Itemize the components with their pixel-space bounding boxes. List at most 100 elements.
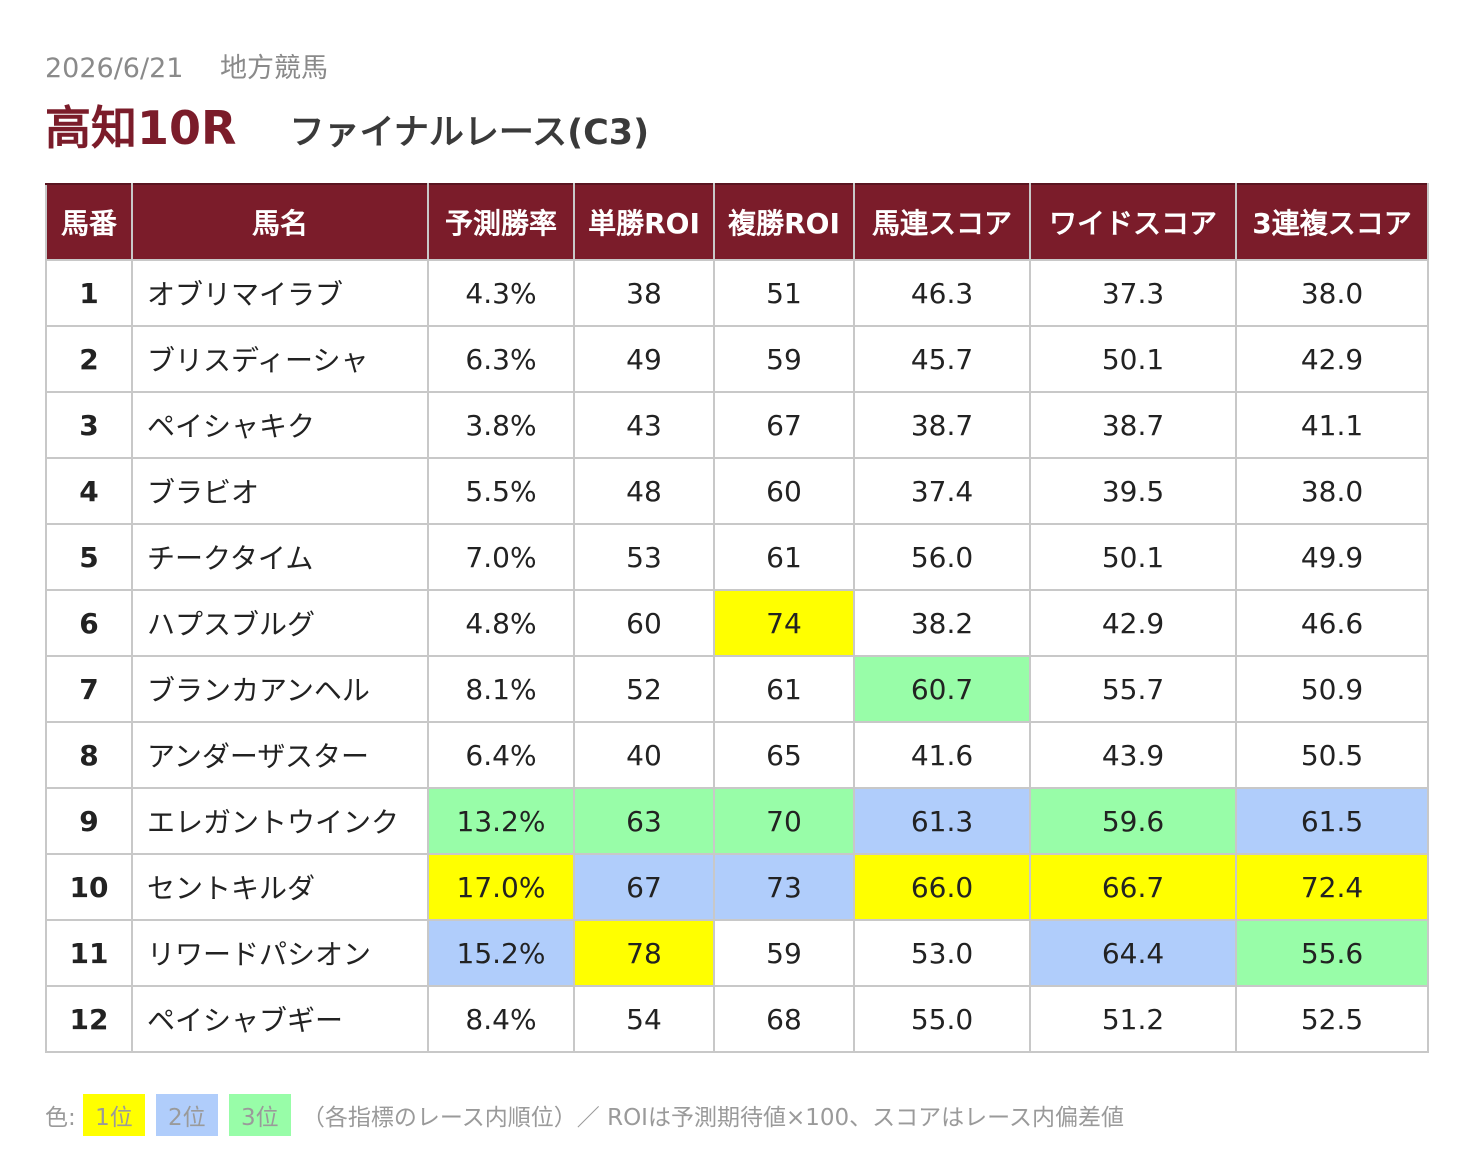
trio-score: 61.5 (1235, 787, 1429, 855)
trio-score: 50.9 (1235, 655, 1429, 723)
column-header-trio-score: 3連複スコア (1235, 183, 1429, 261)
win-roi: 60 (573, 589, 715, 657)
venue-race-label: 高知10R (45, 101, 237, 155)
trio-score: 38.0 (1235, 259, 1429, 327)
horse-number: 12 (45, 985, 133, 1053)
trio-score: 41.1 (1235, 391, 1429, 459)
win-roi: 38 (573, 259, 715, 327)
trio-score: 52.5 (1235, 985, 1429, 1053)
win-roi: 49 (573, 325, 715, 393)
quinella-score: 37.4 (853, 457, 1031, 525)
horse-name: セントキルダ (131, 853, 429, 921)
horse-name: チークタイム (131, 523, 429, 591)
race-title: 高知10R ファイナルレース(C3) (45, 92, 649, 158)
wide-score: 42.9 (1029, 589, 1237, 657)
win-probability: 6.4% (427, 721, 575, 789)
wide-score: 50.1 (1029, 325, 1237, 393)
win-roi: 54 (573, 985, 715, 1053)
wide-score: 38.7 (1029, 391, 1237, 459)
horse-number: 2 (45, 325, 133, 393)
trio-score: 55.6 (1235, 919, 1429, 987)
horse-number: 6 (45, 589, 133, 657)
horse-number: 3 (45, 391, 133, 459)
horse-name: エレガントウインク (131, 787, 429, 855)
trio-score: 38.0 (1235, 457, 1429, 525)
color-legend: 色: 1位 2位 3位 （各指標のレース内順位）／ ROIは予測期待値×100、… (45, 1094, 1124, 1136)
table-row: 7 ブランカアンヘル 8.1% 52 61 60.7 55.7 50.9 (45, 655, 1429, 723)
table-row: 8 アンダーザスター 6.4% 40 65 41.6 43.9 50.5 (45, 721, 1429, 789)
horse-name: リワードパシオン (131, 919, 429, 987)
win-roi: 53 (573, 523, 715, 591)
table-row: 2 ブリスディーシャ 6.3% 49 59 45.7 50.1 42.9 (45, 325, 1429, 393)
table-row: 3 ペイシャキク 3.8% 43 67 38.7 38.7 41.1 (45, 391, 1429, 459)
wide-score: 43.9 (1029, 721, 1237, 789)
table-row: 9 エレガントウインク 13.2% 63 70 61.3 59.6 61.5 (45, 787, 1429, 855)
win-probability: 7.0% (427, 523, 575, 591)
quinella-score: 38.2 (853, 589, 1031, 657)
race-date: 2026/6/21 (45, 53, 184, 84)
legend-rank2-chip: 2位 (156, 1094, 218, 1136)
place-roi: 65 (713, 721, 855, 789)
win-roi: 52 (573, 655, 715, 723)
horse-name: アンダーザスター (131, 721, 429, 789)
column-header-win-roi: 単勝ROI (573, 183, 715, 261)
place-roi: 51 (713, 259, 855, 327)
table-row: 6 ハプスブルグ 4.8% 60 74 38.2 42.9 46.6 (45, 589, 1429, 657)
column-header-horse-name: 馬名 (131, 183, 429, 261)
table-row: 4 ブラビオ 5.5% 48 60 37.4 39.5 38.0 (45, 457, 1429, 525)
place-roi: 74 (713, 589, 855, 657)
wide-score: 37.3 (1029, 259, 1237, 327)
place-roi: 67 (713, 391, 855, 459)
win-probability: 5.5% (427, 457, 575, 525)
win-roi: 48 (573, 457, 715, 525)
place-roi: 73 (713, 853, 855, 921)
place-roi: 59 (713, 325, 855, 393)
horse-name: ペイシャキク (131, 391, 429, 459)
win-roi: 43 (573, 391, 715, 459)
horse-number: 11 (45, 919, 133, 987)
column-header-place-roi: 複勝ROI (713, 183, 855, 261)
trio-score: 50.5 (1235, 721, 1429, 789)
trio-score: 49.9 (1235, 523, 1429, 591)
win-probability: 8.1% (427, 655, 575, 723)
win-probability: 4.8% (427, 589, 575, 657)
horse-number: 7 (45, 655, 133, 723)
prediction-table: 馬番 馬名 予測勝率 単勝ROI 複勝ROI 馬連スコア ワイドスコア 3連複ス… (45, 183, 1429, 1053)
wide-score: 39.5 (1029, 457, 1237, 525)
horse-name: ペイシャブギー (131, 985, 429, 1053)
win-probability: 8.4% (427, 985, 575, 1053)
trio-score: 72.4 (1235, 853, 1429, 921)
horse-number: 4 (45, 457, 133, 525)
legend-rank1-chip: 1位 (83, 1094, 145, 1136)
wide-score: 64.4 (1029, 919, 1237, 987)
horse-number: 8 (45, 721, 133, 789)
horse-number: 9 (45, 787, 133, 855)
table-row: 12 ペイシャブギー 8.4% 54 68 55.0 51.2 52.5 (45, 985, 1429, 1053)
horse-name: ブリスディーシャ (131, 325, 429, 393)
table-row: 10 セントキルダ 17.0% 67 73 66.0 66.7 72.4 (45, 853, 1429, 921)
win-roi: 67 (573, 853, 715, 921)
horse-name: ブラビオ (131, 457, 429, 525)
win-probability: 15.2% (427, 919, 575, 987)
horse-name: オブリマイラブ (131, 259, 429, 327)
place-roi: 59 (713, 919, 855, 987)
trio-score: 46.6 (1235, 589, 1429, 657)
win-probability: 17.0% (427, 853, 575, 921)
horse-number: 10 (45, 853, 133, 921)
column-header-win-probability: 予測勝率 (427, 183, 575, 261)
table-row: 1 オブリマイラブ 4.3% 38 51 46.3 37.3 38.0 (45, 259, 1429, 327)
table-row: 5 チークタイム 7.0% 53 61 56.0 50.1 49.9 (45, 523, 1429, 591)
column-header-wide-score: ワイドスコア (1029, 183, 1237, 261)
column-header-number: 馬番 (45, 183, 133, 261)
race-meta: 2026/6/21 地方競馬 (45, 46, 328, 85)
place-roi: 61 (713, 655, 855, 723)
place-roi: 60 (713, 457, 855, 525)
win-roi: 63 (573, 787, 715, 855)
place-roi: 61 (713, 523, 855, 591)
win-probability: 13.2% (427, 787, 575, 855)
quinella-score: 41.6 (853, 721, 1031, 789)
horse-name: ハプスブルグ (131, 589, 429, 657)
win-probability: 3.8% (427, 391, 575, 459)
quinella-score: 38.7 (853, 391, 1031, 459)
quinella-score: 66.0 (853, 853, 1031, 921)
